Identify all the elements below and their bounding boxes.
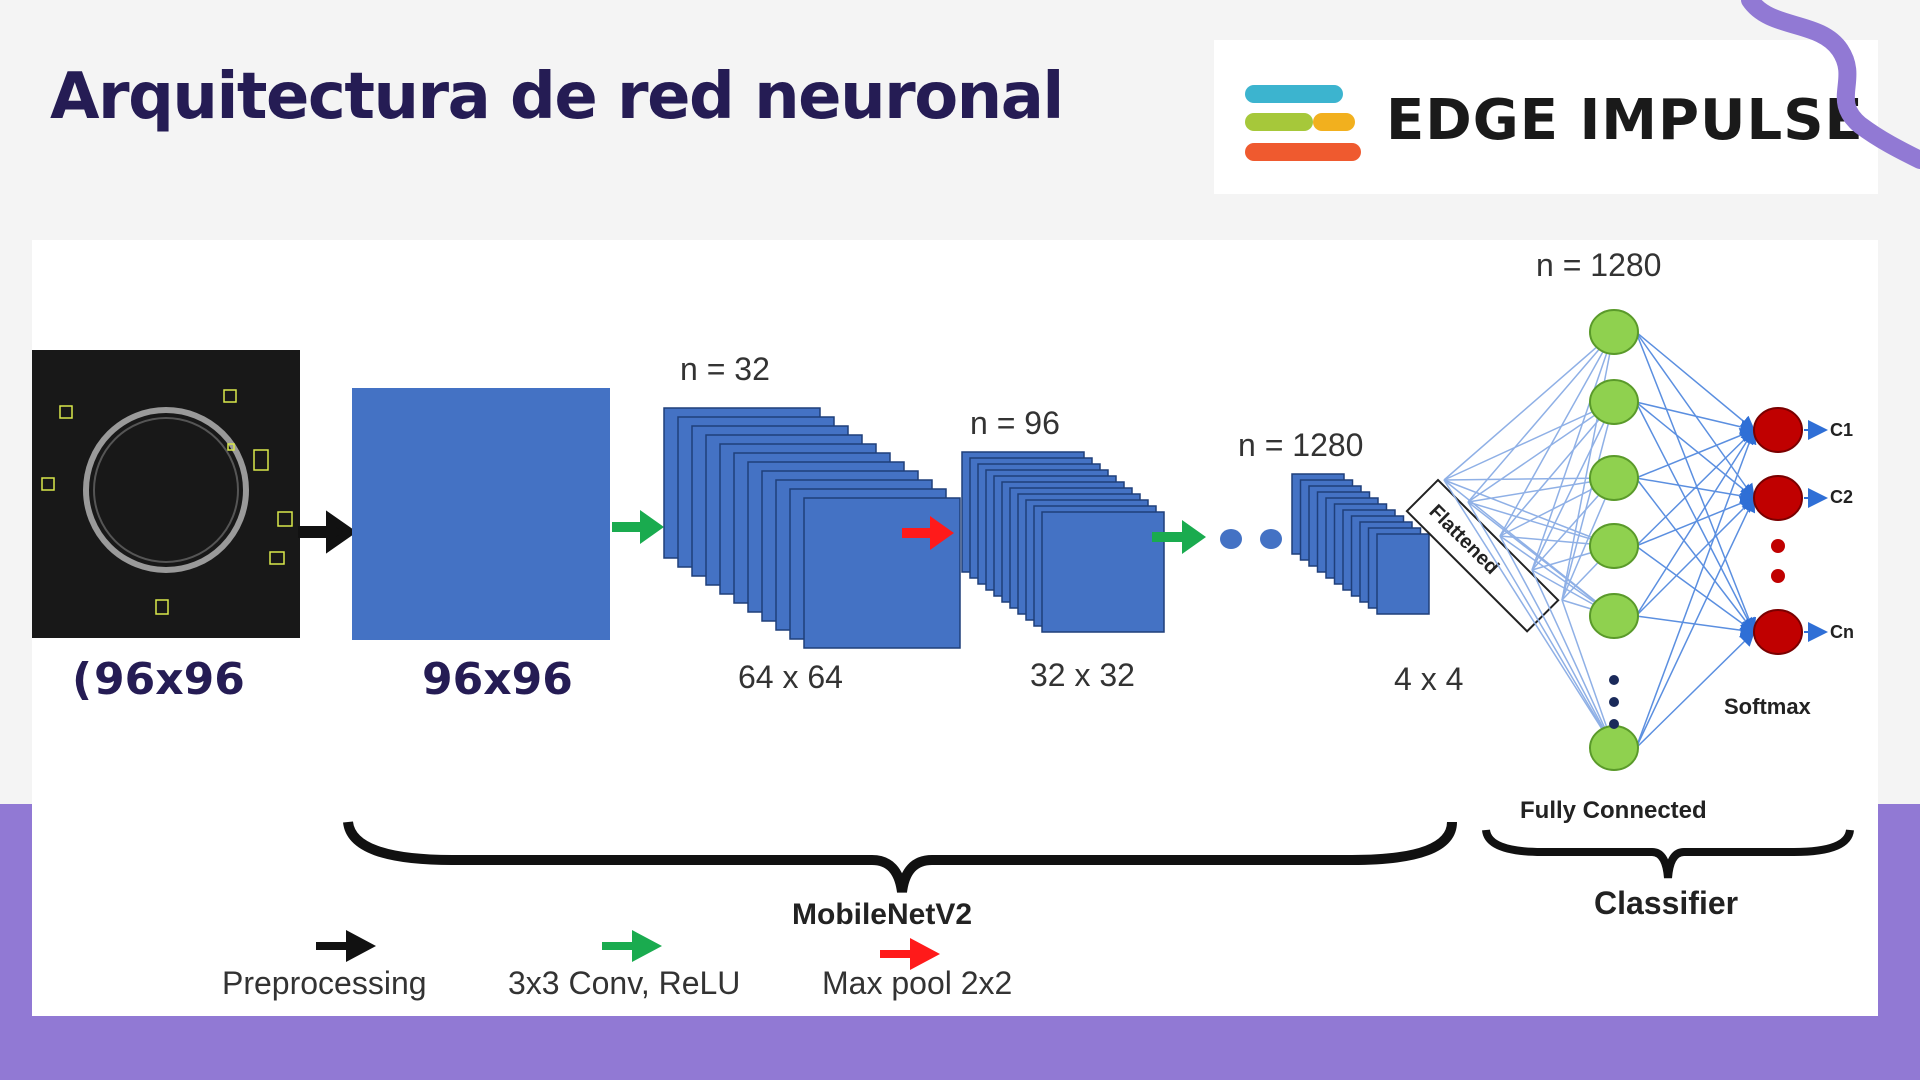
- legend-conv-label: 3x3 Conv, ReLU: [508, 965, 740, 1001]
- connection-line: [1531, 569, 1615, 749]
- mobilenet-label: MobileNetV2: [792, 898, 972, 931]
- feature-map: [1376, 533, 1430, 615]
- output-label-c1: C1: [1830, 420, 1853, 440]
- connection-line: [1467, 401, 1615, 503]
- connection-line: [1635, 496, 1756, 749]
- connection-line: [1467, 331, 1615, 503]
- connection-line: [1531, 401, 1615, 571]
- ellipsis-dot: [1609, 675, 1619, 685]
- fc-node: [1589, 593, 1639, 639]
- connection-line: [1467, 501, 1615, 547]
- legend-conv-arrow: [602, 930, 662, 962]
- fc-node: [1589, 725, 1639, 771]
- fc-node: [1589, 309, 1639, 355]
- output-label-cn: Cn: [1830, 622, 1854, 642]
- connection-line: [1443, 331, 1615, 481]
- architecture-diagram: ( 96x96 96x96 n = 32 64 x 64 n = 96 32 x…: [32, 240, 1878, 1016]
- input-mark: (: [72, 654, 92, 705]
- continuation-dot: [1220, 529, 1242, 549]
- fc-node: [1589, 455, 1639, 501]
- preprocessing-arrow: [298, 510, 357, 554]
- input-image: [32, 350, 300, 638]
- mobilenet-brace: [343, 820, 1457, 893]
- feature-map: [1041, 511, 1165, 633]
- conv3-feature-maps: [1291, 473, 1430, 615]
- legend-maxpool-label: Max pool 2x2: [822, 965, 1012, 1001]
- connection-line: [1635, 477, 1755, 634]
- conv3-size-label: 4 x 4: [1394, 661, 1463, 697]
- output-label-c2: C2: [1830, 487, 1853, 507]
- conv-arrow-2: [1152, 520, 1206, 554]
- connection-line: [1561, 599, 1615, 749]
- slide-title: Arquitectura de red neuronal: [50, 60, 1064, 134]
- connection-line: [1499, 401, 1615, 537]
- softmax-label: Softmax: [1724, 694, 1812, 719]
- connection-line: [1467, 501, 1615, 749]
- continuation-dot: [1260, 529, 1282, 549]
- fc-node: [1589, 379, 1639, 425]
- decorative-wave: [1741, 0, 1920, 169]
- feature-map: [803, 497, 961, 649]
- fc-node: [1589, 523, 1639, 569]
- fc-label: Fully Connected: [1520, 797, 1707, 824]
- conv1-size-label: 64 x 64: [738, 659, 843, 695]
- connection-line: [1635, 401, 1755, 634]
- conv-arrow-1: [612, 510, 664, 544]
- connection-line: [1561, 401, 1615, 601]
- conv3-n-label: n = 1280: [1238, 427, 1363, 463]
- fc-connections: [1443, 331, 1757, 749]
- ellipsis-dot: [1609, 719, 1619, 729]
- connection-line: [1635, 428, 1756, 479]
- conv1-n-label: n = 32: [680, 351, 770, 387]
- connection-line: [1635, 496, 1756, 617]
- conv2-size-label: 32 x 32: [1030, 657, 1135, 693]
- conv2-feature-maps: [961, 451, 1165, 633]
- connection-line: [1635, 630, 1756, 749]
- preprocessed-size-label: 96x96: [422, 654, 573, 705]
- maxpool-arrow: [902, 516, 954, 550]
- output-node: [1753, 407, 1803, 453]
- connection-line: [1635, 428, 1756, 547]
- input-size-label: 96x96: [94, 654, 245, 705]
- connection-line: [1635, 331, 1757, 634]
- conv2-n-label: n = 96: [970, 405, 1060, 441]
- fc-n-label: n = 1280: [1536, 247, 1661, 283]
- output-node: [1753, 609, 1803, 655]
- connection-line: [1635, 428, 1757, 749]
- legend-preprocessing-label: Preprocessing: [222, 965, 427, 1001]
- connection-line: [1443, 477, 1615, 481]
- classifier-label: Classifier: [1594, 885, 1738, 921]
- connection-line: [1499, 331, 1615, 537]
- connection-line: [1635, 331, 1755, 500]
- connection-line: [1443, 479, 1615, 749]
- connection-line: [1561, 331, 1615, 601]
- preprocessed-block: [352, 388, 610, 640]
- logo-text: EDGE IMPULSE: [1386, 88, 1864, 153]
- connection-line: [1635, 401, 1756, 435]
- ellipsis-dot: [1771, 569, 1785, 583]
- connection-line: [1531, 331, 1615, 571]
- edge-impulse-logo: EDGE IMPULSE: [1214, 40, 1878, 194]
- edge-impulse-logo-icon: [1245, 85, 1361, 161]
- connection-line: [1443, 401, 1615, 481]
- conv1-feature-maps: [663, 407, 961, 649]
- ellipsis-dot: [1609, 697, 1619, 707]
- output-node: [1753, 475, 1803, 521]
- legend-preprocessing-arrow: [316, 930, 376, 962]
- connection-line: [1635, 331, 1756, 431]
- diagram-canvas: ( 96x96 96x96 n = 32 64 x 64 n = 96 32 x…: [32, 247, 1854, 1001]
- connection-line: [1443, 479, 1615, 547]
- classifier-brace: [1482, 829, 1854, 879]
- connection-line: [1499, 535, 1615, 749]
- ellipsis-dot: [1771, 539, 1785, 553]
- connection-line: [1635, 428, 1755, 617]
- legend-maxpool-arrow: [880, 938, 940, 970]
- fc-nodes: [1589, 309, 1828, 771]
